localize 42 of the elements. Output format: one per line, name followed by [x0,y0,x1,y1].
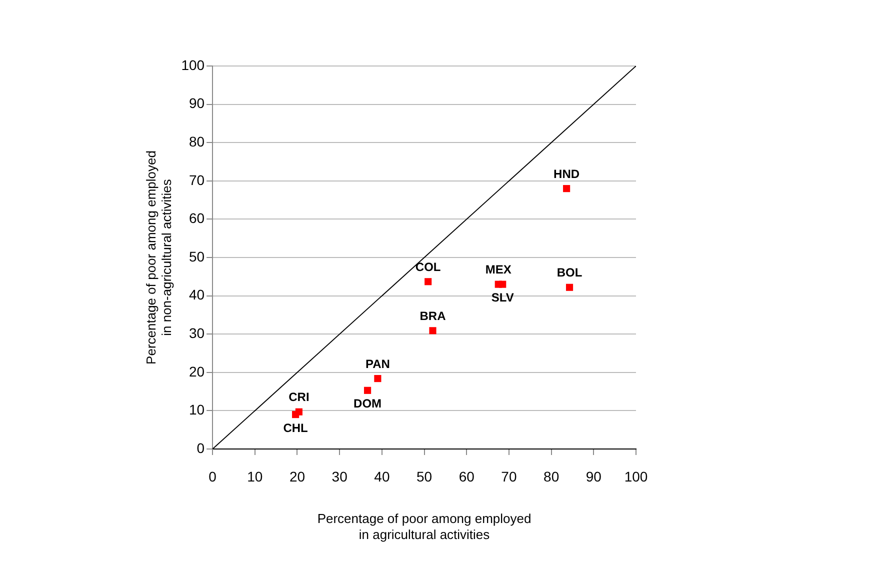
y-tick-label: 90 [188,95,205,112]
point [374,374,382,382]
annotation: SLV [491,290,514,305]
y-tick-label: 10 [188,402,205,418]
y-tick-label: 80 [188,133,205,150]
y-tick-label: 40 [188,286,205,303]
x-tick-label: 10 [247,468,263,484]
y-tick-label: 30 [188,324,205,341]
x-tick-label: 100 [624,468,648,484]
y-tick-label: 60 [188,210,205,226]
annotation: BRA [420,308,446,323]
annotation: CHL [283,420,308,435]
point [563,185,570,192]
x-tick-label: 90 [586,468,602,484]
y-tick-label: 100 [181,56,205,73]
point [424,278,432,286]
x-tick-label: 0 [208,468,217,484]
point [499,280,506,288]
x-tick-label: 30 [332,468,348,484]
x-tick-label: 80 [544,468,560,484]
annotation: COL [415,260,441,274]
x-tick-label: 40 [374,468,390,484]
point [292,410,300,418]
point [429,327,436,334]
annotation: HND [554,166,580,181]
x-tick-label: 50 [416,468,432,484]
annotation: PAN [365,356,390,371]
x-axis-title: Percentage of poor among employed in agricultural activities [317,511,532,542]
point [566,284,574,291]
y-axis-title: Percentage of poor among employed in non-agricultural activities [143,150,174,364]
annotation: DOM [354,396,382,411]
annotation: CRI [288,390,310,404]
point [364,386,372,394]
x-tick-label: 20 [289,468,306,484]
annotation: MEX [485,262,512,277]
y-tick-label: 0 [196,440,205,456]
y-tick-label: 70 [188,172,205,188]
x-tick-label: 70 [501,468,517,484]
y-tick-label: 50 [188,248,205,264]
annotation: BOL [556,266,582,280]
x-tick-label: 60 [458,468,475,484]
y-tick-label: 20 [188,363,205,380]
